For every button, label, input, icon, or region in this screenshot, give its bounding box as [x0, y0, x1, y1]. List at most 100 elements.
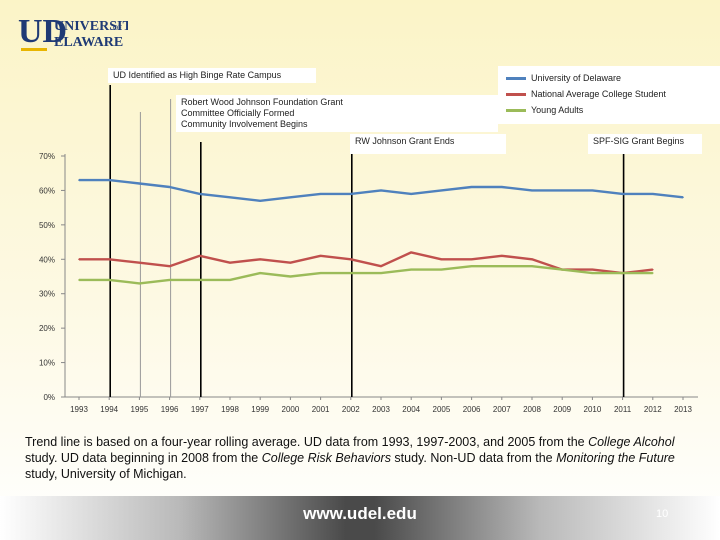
- chart-caption: Trend line is based on a four-year rolli…: [25, 434, 705, 482]
- data-point: [168, 279, 171, 281]
- y-tick-label: 30%: [39, 290, 55, 299]
- y-tick-label: 50%: [39, 221, 55, 230]
- x-tick-label: 2009: [553, 405, 571, 414]
- caption-italic: Monitoring the Future: [556, 451, 675, 465]
- data-point: [621, 193, 624, 195]
- data-point: [289, 275, 292, 278]
- x-tick-label: 2001: [312, 405, 330, 414]
- series-line-2: [79, 264, 653, 285]
- x-tick-label: 2002: [342, 405, 360, 414]
- data-point: [350, 272, 352, 274]
- legend-label-national: National Average College Student: [531, 89, 666, 99]
- y-tick-label: 0%: [43, 393, 55, 402]
- data-point: [561, 268, 563, 271]
- page-number: 10: [656, 508, 669, 520]
- data-point: [440, 268, 443, 271]
- data-point: [501, 186, 503, 188]
- data-point: [259, 258, 262, 261]
- x-tick-label: 2005: [433, 405, 451, 414]
- chart-legend: University of Delaware National Average …: [498, 66, 720, 124]
- annotation-high-binge-campus: UD Identified as High Binge Rate Campus: [108, 68, 316, 83]
- data-point: [259, 199, 262, 202]
- annotation-line: SPF-SIG Grant Begins: [593, 136, 685, 146]
- data-point: [652, 272, 654, 274]
- footer-bar: www.udel.edu 10: [0, 496, 720, 540]
- annotation-spf-sig-begins: SPF-SIG Grant Begins: [588, 134, 702, 154]
- y-tick-label: 10%: [39, 359, 55, 368]
- caption-italic: College Alcohol: [588, 435, 675, 449]
- data-point: [138, 282, 141, 285]
- data-point: [289, 196, 292, 199]
- legend-item-young-adults: Young Adults: [506, 102, 720, 118]
- data-point: [380, 265, 382, 267]
- data-point: [229, 279, 231, 281]
- series-lines: [78, 178, 684, 285]
- data-point: [380, 272, 382, 274]
- legend-swatch-young-adults: [506, 108, 526, 112]
- data-point: [652, 193, 654, 195]
- x-tick-label: 1993: [70, 405, 88, 414]
- data-point: [561, 189, 563, 192]
- logo-ud-letters: UD: [18, 13, 67, 50]
- x-tick-label: 1999: [251, 405, 269, 414]
- legend-item-ud: University of Delaware: [506, 70, 720, 86]
- data-point: [350, 258, 352, 261]
- annotation-line: Community Involvement Begins: [181, 119, 308, 129]
- x-tick-label: 1998: [221, 405, 239, 414]
- x-tick-label: 1996: [161, 405, 179, 414]
- data-point: [138, 261, 141, 264]
- data-point: [591, 268, 594, 271]
- logo-of-text: OF: [113, 24, 122, 32]
- x-tick-label: 2004: [402, 405, 420, 414]
- data-point: [138, 182, 141, 185]
- y-tick-label: 40%: [39, 255, 55, 264]
- legend-swatch-ud: [506, 76, 526, 80]
- data-point: [652, 268, 654, 271]
- caption-text: study. UD data beginning in 2008 from th…: [25, 451, 262, 465]
- logo-delaware-text: ELAWARE: [54, 35, 123, 50]
- x-tick-label: 2007: [493, 405, 511, 414]
- x-tick-label: 2012: [644, 405, 662, 414]
- data-point: [501, 265, 503, 267]
- data-point: [410, 268, 413, 271]
- data-point: [319, 272, 322, 274]
- x-tick-label: 2011: [614, 405, 632, 414]
- data-point: [168, 186, 171, 188]
- data-point: [229, 261, 231, 264]
- data-point: [319, 193, 322, 195]
- data-point: [470, 265, 473, 267]
- y-tick-label: 60%: [39, 186, 55, 195]
- data-point: [380, 189, 382, 192]
- x-tick-label: 2000: [282, 405, 300, 414]
- data-point: [229, 196, 231, 199]
- annotation-line: Robert Wood Johnson Foundation Grant: [181, 97, 343, 107]
- caption-text: study, University of Michigan.: [25, 467, 187, 481]
- logo-university-text: UNIVERSITY: [54, 19, 128, 34]
- event-lines: [109, 85, 625, 397]
- annotation-rwj-grant: Robert Wood Johnson Foundation Grant Com…: [176, 95, 498, 132]
- university-of-delaware-logo: UD UNIVERSITY OF ELAWARE: [18, 13, 128, 51]
- x-tick-label: 2013: [674, 405, 692, 414]
- data-point: [470, 258, 473, 261]
- legend-label-young-adults: Young Adults: [531, 105, 584, 115]
- legend-item-national: National Average College Student: [506, 86, 720, 102]
- legend-label-ud: University of Delaware: [531, 73, 622, 83]
- caption-text: study. Non-UD data from the: [390, 451, 557, 465]
- caption-italic: College Risk Behaviors: [261, 451, 391, 465]
- annotation-line: Committee Officially Formed: [181, 108, 295, 118]
- data-point: [199, 193, 201, 195]
- data-point: [319, 255, 322, 257]
- data-point: [350, 193, 352, 195]
- data-point: [78, 279, 80, 281]
- caption-text: Trend line is based on a four-year rolli…: [25, 435, 589, 449]
- data-point: [440, 258, 443, 261]
- x-tick-label: 2008: [523, 405, 541, 414]
- x-tick-label: 2010: [584, 405, 602, 414]
- data-point: [410, 193, 413, 195]
- data-point: [199, 255, 201, 257]
- logo-gold-bar: [21, 48, 47, 51]
- x-tick-label: 1994: [100, 405, 118, 414]
- data-point: [501, 255, 503, 257]
- data-point: [531, 265, 533, 267]
- data-point: [108, 179, 110, 181]
